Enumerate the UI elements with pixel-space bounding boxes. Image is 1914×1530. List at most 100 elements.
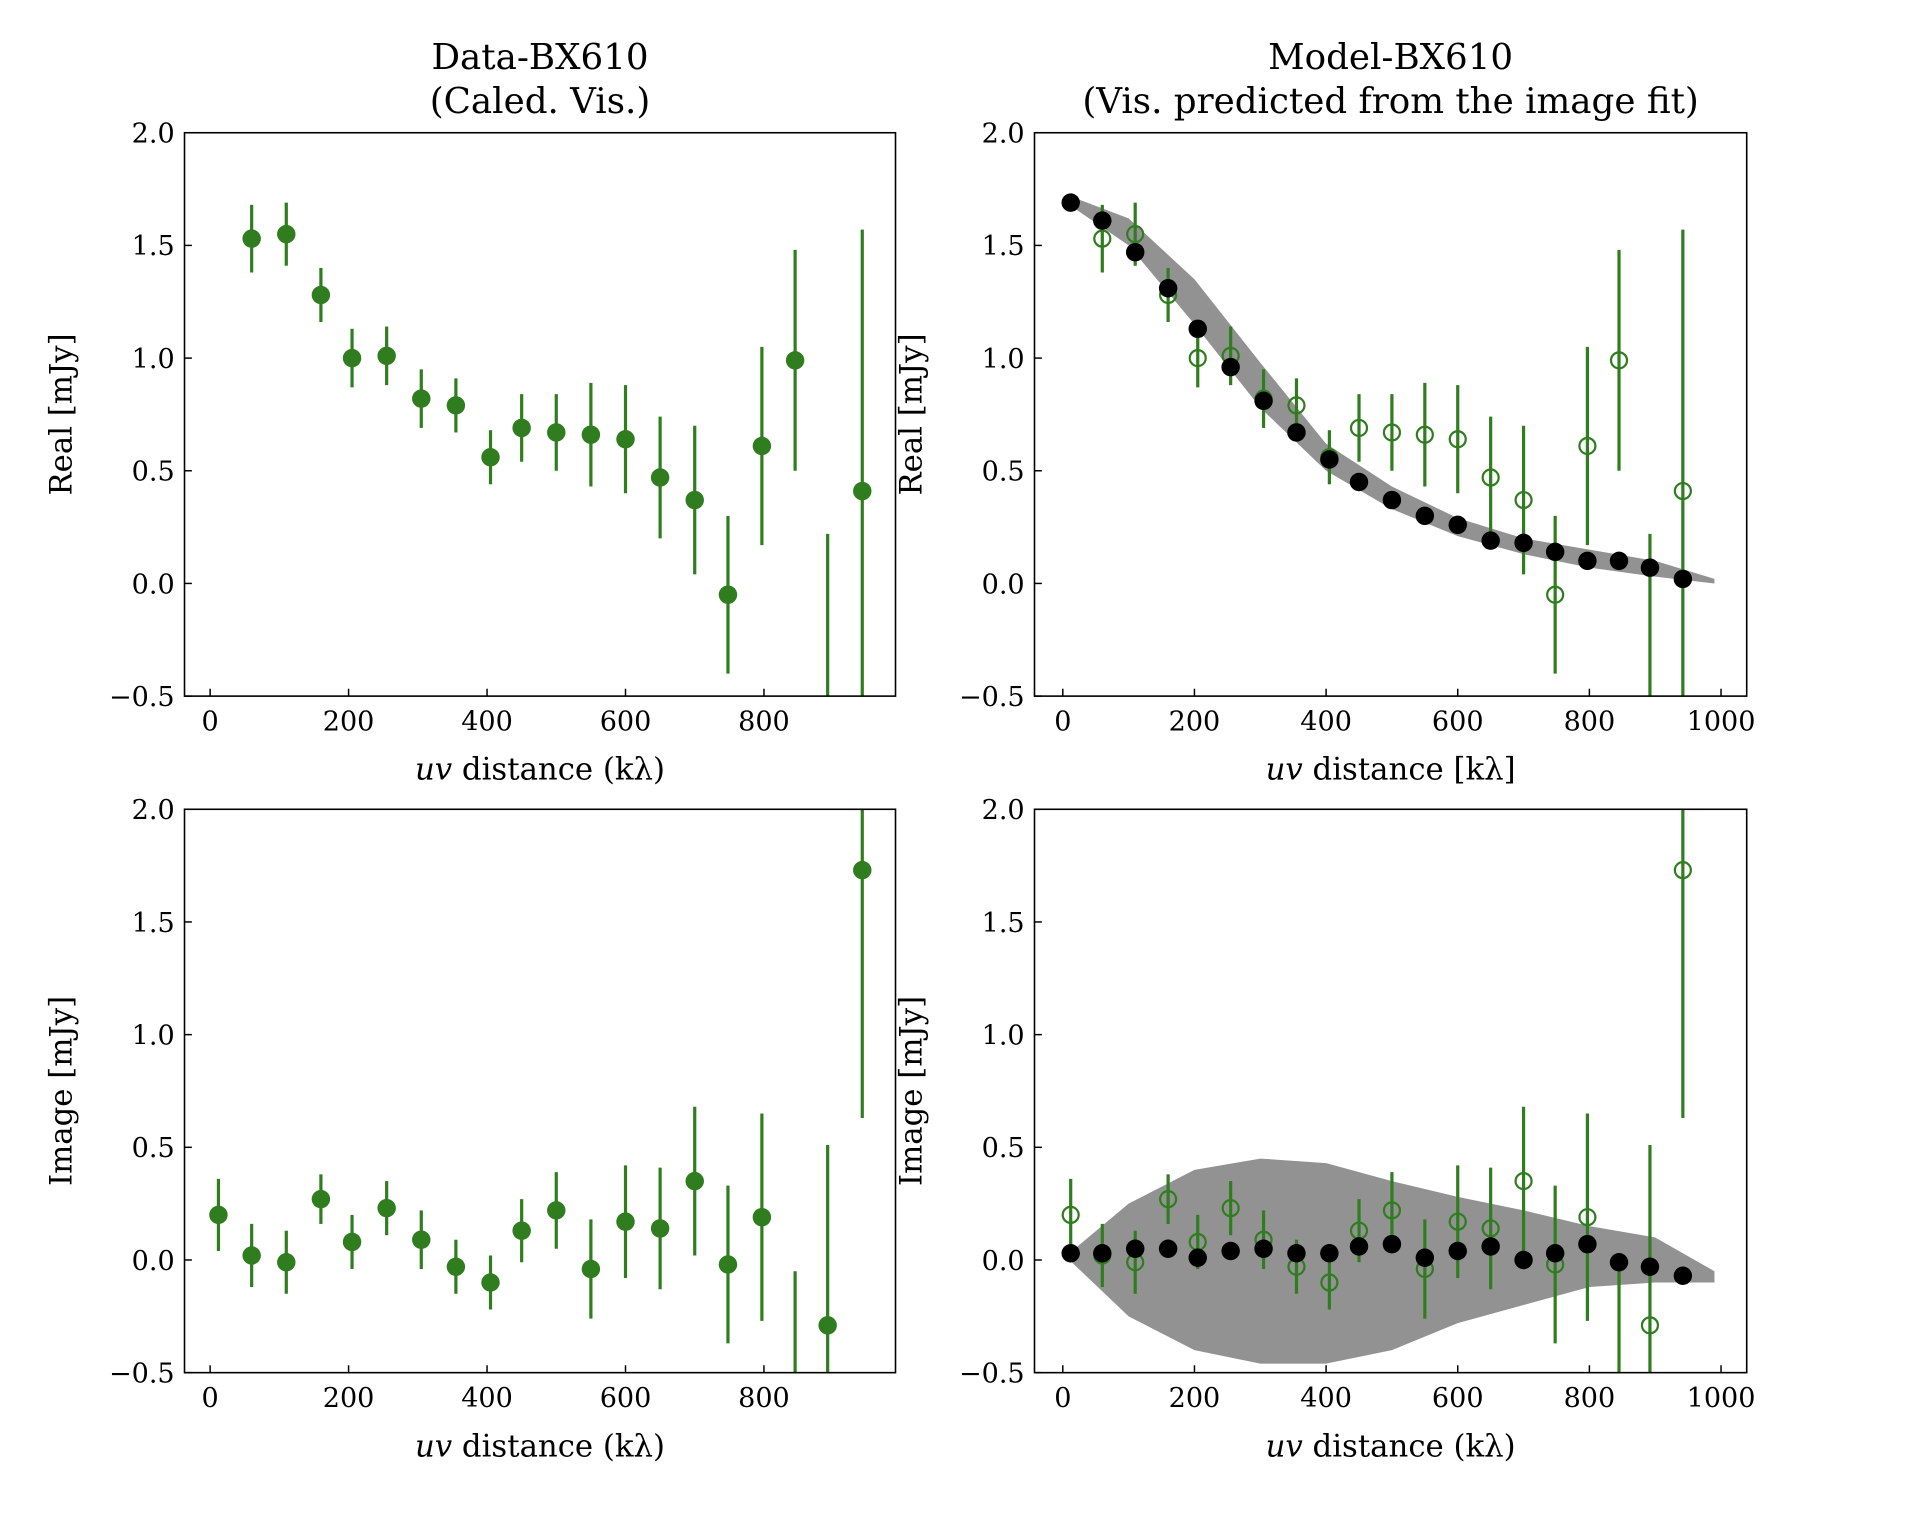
open-marker [1448,1212,1467,1231]
y-tick-label: 1.0 [982,1020,1025,1051]
marker [581,1259,601,1279]
marker [1287,1243,1306,1263]
marker [1125,1239,1145,1258]
x-tick-label: 0 [1054,1383,1071,1414]
marker [650,1219,670,1238]
open-marker [1546,585,1565,604]
marker [1481,531,1500,550]
y-axis-label: Real [mJy] [43,333,79,495]
marker [1382,490,1402,510]
y-tick-label: 2.0 [132,119,175,150]
marker [242,1246,261,1265]
open-marker [1382,423,1402,442]
y-tick-label: −0.5 [109,682,175,713]
x-tick-label: 600 [1432,707,1484,738]
marker [1609,1253,1629,1272]
open-marker [1349,418,1369,438]
y-tick-label: 0.0 [982,1246,1025,1277]
marker [1481,1237,1500,1256]
open-marker [1481,1219,1500,1238]
open-marker [1481,468,1500,487]
x-axis-label-part: uv [1266,752,1304,788]
x-axis-label-part: distance [kλ] [1303,752,1516,788]
y-tick-label: −0.5 [959,1358,1025,1389]
marker [547,423,566,442]
x-tick-label: 600 [600,1383,652,1414]
y-tick-label: 1.0 [132,344,175,375]
x-tick-label: 800 [1564,707,1616,738]
marker [1448,515,1467,535]
open-marker [1640,1316,1660,1335]
x-axis-label-part: uv [415,1428,453,1464]
x-tick-label: 200 [1169,707,1221,738]
marker [685,1171,704,1191]
y-tick-label: 2.0 [132,795,175,826]
marker [752,436,772,456]
marker [1287,423,1306,442]
y-tick-label: 1.5 [982,908,1025,939]
marker [1158,1239,1178,1258]
marker [1545,1243,1565,1263]
chart-title: Model-BX610 [1268,37,1513,78]
marker [547,1201,566,1220]
marker [1158,279,1178,298]
marker [1673,1266,1693,1285]
open-marker [1188,348,1207,368]
x-tick-label: 200 [323,1383,375,1414]
marker [1125,242,1145,262]
marker [1061,1243,1080,1263]
marker [616,1212,635,1231]
marker [242,229,261,248]
marker [342,1232,362,1252]
marker [1188,319,1207,339]
x-axis-label-part: distance (kλ) [1303,1428,1516,1464]
marker [581,425,601,444]
marker [446,396,466,415]
marker [481,448,500,467]
marker [1093,211,1112,230]
marker [412,389,431,408]
marker [1320,450,1339,469]
marker [718,1255,738,1274]
marker [1578,1234,1597,1254]
x-tick-label: 400 [1300,707,1352,738]
axes-frame [1033,808,1748,1374]
marker [1448,1241,1467,1261]
x-axis-label: uv distance (kλ) [1266,1428,1516,1464]
marker [446,1257,466,1276]
plot-area [1061,809,1715,1373]
marker [1221,357,1240,377]
axes-frame [183,131,897,697]
marker [1093,1243,1112,1263]
x-axis-label-part: distance (kλ) [452,752,665,788]
marker [853,860,872,880]
marker [1382,1234,1402,1254]
marker [1254,391,1273,411]
y-tick-label: 2.0 [982,119,1025,150]
open-marker [1382,1201,1402,1220]
x-tick-label: 600 [600,707,652,738]
x-axis-label-part: uv [1266,1428,1304,1464]
marker [1349,472,1369,492]
marker [1514,533,1533,553]
y-tick-label: 0.0 [982,569,1025,600]
open-marker [1514,1172,1533,1191]
chart-title: (Vis. predicted from the image fit) [1082,81,1699,122]
x-tick-label: 1000 [1687,707,1756,738]
y-tick-label: −0.5 [109,1358,175,1389]
open-marker [1126,225,1145,244]
marker [481,1273,500,1292]
chart-title: (Caled. Vis.) [430,81,651,122]
marker [1061,193,1080,212]
y-tick-label: 0.5 [982,1133,1025,1164]
y-tick-label: −0.5 [959,682,1025,713]
x-tick-label: 600 [1432,1383,1484,1414]
open-marker [1578,436,1597,456]
marker [377,1198,396,1218]
y-tick-label: 1.0 [982,344,1025,375]
y-tick-label: 0.5 [982,457,1025,488]
marker [1640,1257,1660,1276]
marker [1514,1250,1533,1270]
chart-title: Data-BX610 [431,37,648,78]
x-tick-label: 200 [1169,1383,1221,1414]
